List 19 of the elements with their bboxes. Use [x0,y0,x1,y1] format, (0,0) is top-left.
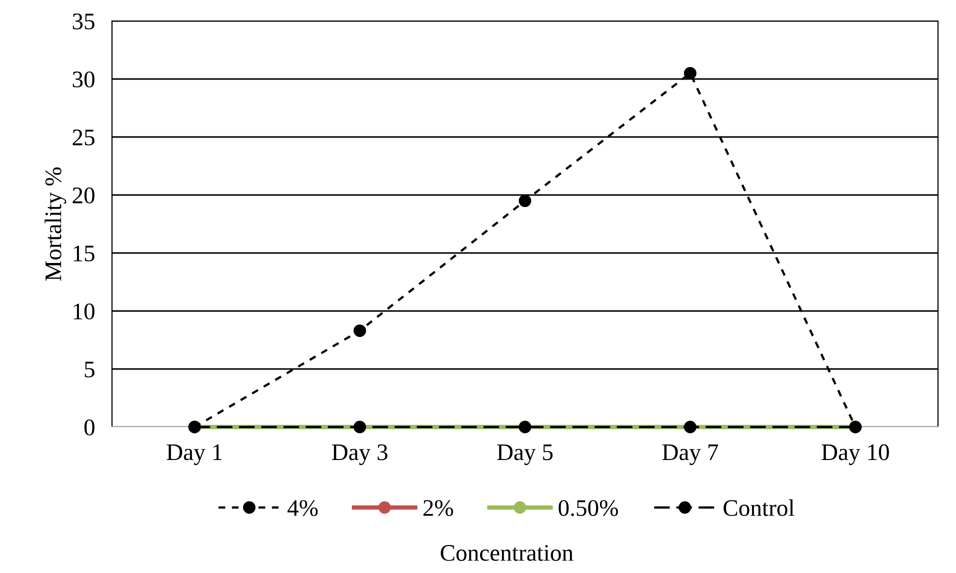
y-axis-title: Mortality % [44,167,66,281]
y-tick-label: 35 [72,14,94,30]
legend-label: 2% [423,500,454,516]
legend-label: 4% [288,500,318,516]
y-tick-label: 30 [72,71,94,88]
x-tick-label: Day 10 [822,444,889,466]
legend-title: Concentration [440,545,574,561]
y-tick-label: 15 [74,246,94,262]
x-tick-label: Day 7 [662,444,718,466]
x-tick-label: Day 3 [332,444,388,466]
legend-label: Control [724,499,794,516]
y-tick-label: 25 [72,130,94,146]
x-tick-label: Day 1 [166,444,222,466]
y-tick-label: 20 [72,187,94,204]
y-tick-label: 5 [84,362,94,378]
legend-label: 0.50% [558,500,618,516]
x-tick-label: Day 5 [497,444,553,466]
y-tick-label: 0 [84,419,94,436]
y-tick-label: 10 [74,303,94,320]
